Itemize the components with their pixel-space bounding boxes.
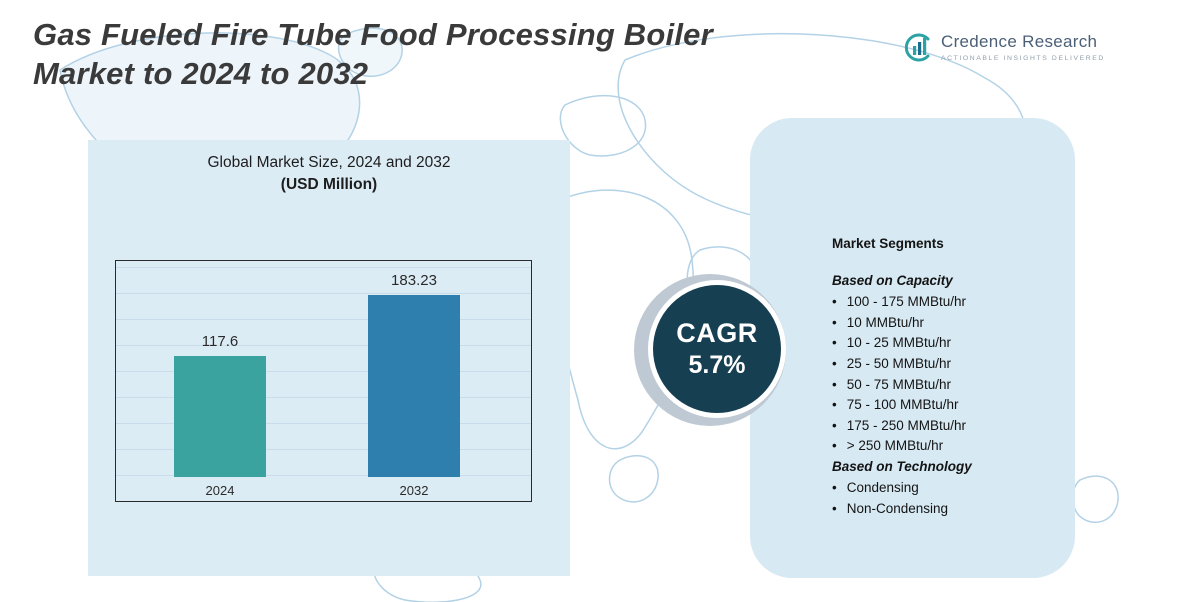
bar-group-2024: 117.6 [174, 272, 266, 477]
technology-list: CondensingNon-Condensing [832, 478, 1047, 519]
logo-chart-icon [904, 33, 930, 62]
logo-tagline: Actionable Insights Delivered [941, 55, 1105, 62]
cagr-value: 5.7% [688, 351, 746, 379]
segments-heading: Market Segments [832, 236, 944, 251]
market-segments-panel: Market Segments Based on Capacity 100 - … [750, 118, 1075, 578]
bar-chart: 117.6 183.23 2024 2032 [115, 260, 532, 502]
bar-2024 [174, 356, 266, 477]
capacity-list: 100 - 175 MMBtu/hr10 MMBtu/hr10 - 25 MMB… [832, 292, 1047, 457]
bar-value-label: 117.6 [201, 333, 239, 351]
list-item: 50 - 75 MMBtu/hr [832, 375, 1047, 396]
technology-heading: Based on Technology [832, 459, 972, 475]
list-item: 10 MMBtu/hr [832, 313, 1047, 334]
list-item: Condensing [832, 478, 1047, 499]
chart-title-line1: Global Market Size, 2024 and 2032 [207, 154, 451, 171]
page-title: Gas Fueled Fire Tube Food Processing Boi… [33, 16, 893, 94]
list-item: Non-Condensing [832, 499, 1047, 520]
list-item: 75 - 100 MMBtu/hr [832, 395, 1047, 416]
bar-value-label: 183.23 [391, 272, 437, 289]
cagr-circle: CAGR 5.7% [648, 280, 786, 418]
chart-panel: Global Market Size, 2024 and 2032 (USD M… [88, 140, 570, 576]
bar-2032 [368, 295, 460, 477]
list-item: 25 - 50 MMBtu/hr [832, 354, 1047, 375]
page-title-line2: Market to 2024 to 2032 [33, 55, 369, 91]
cagr-badge: CAGR 5.7% [634, 274, 786, 426]
chart-title-line2: (USD Million) [280, 176, 378, 193]
bar-group-2032: 183.23 [368, 272, 460, 477]
x-axis-label-2032: 2032 [399, 483, 429, 498]
list-item: 175 - 250 MMBtu/hr [832, 416, 1047, 437]
credence-research-logo: Credence Research Actionable Insights De… [903, 32, 1105, 62]
list-item: 100 - 175 MMBtu/hr [832, 292, 1047, 313]
page-title-line1: Gas Fueled Fire Tube Food Processing Boi… [33, 17, 713, 52]
list-item: > 250 MMBtu/hr [832, 436, 1047, 457]
list-item: 10 - 25 MMBtu/hr [832, 333, 1047, 354]
capacity-heading: Based on Capacity [832, 273, 953, 288]
cagr-label: CAGR [676, 318, 758, 348]
logo-name: Credence Research [941, 32, 1098, 51]
x-axis-label-2024: 2024 [205, 483, 235, 498]
